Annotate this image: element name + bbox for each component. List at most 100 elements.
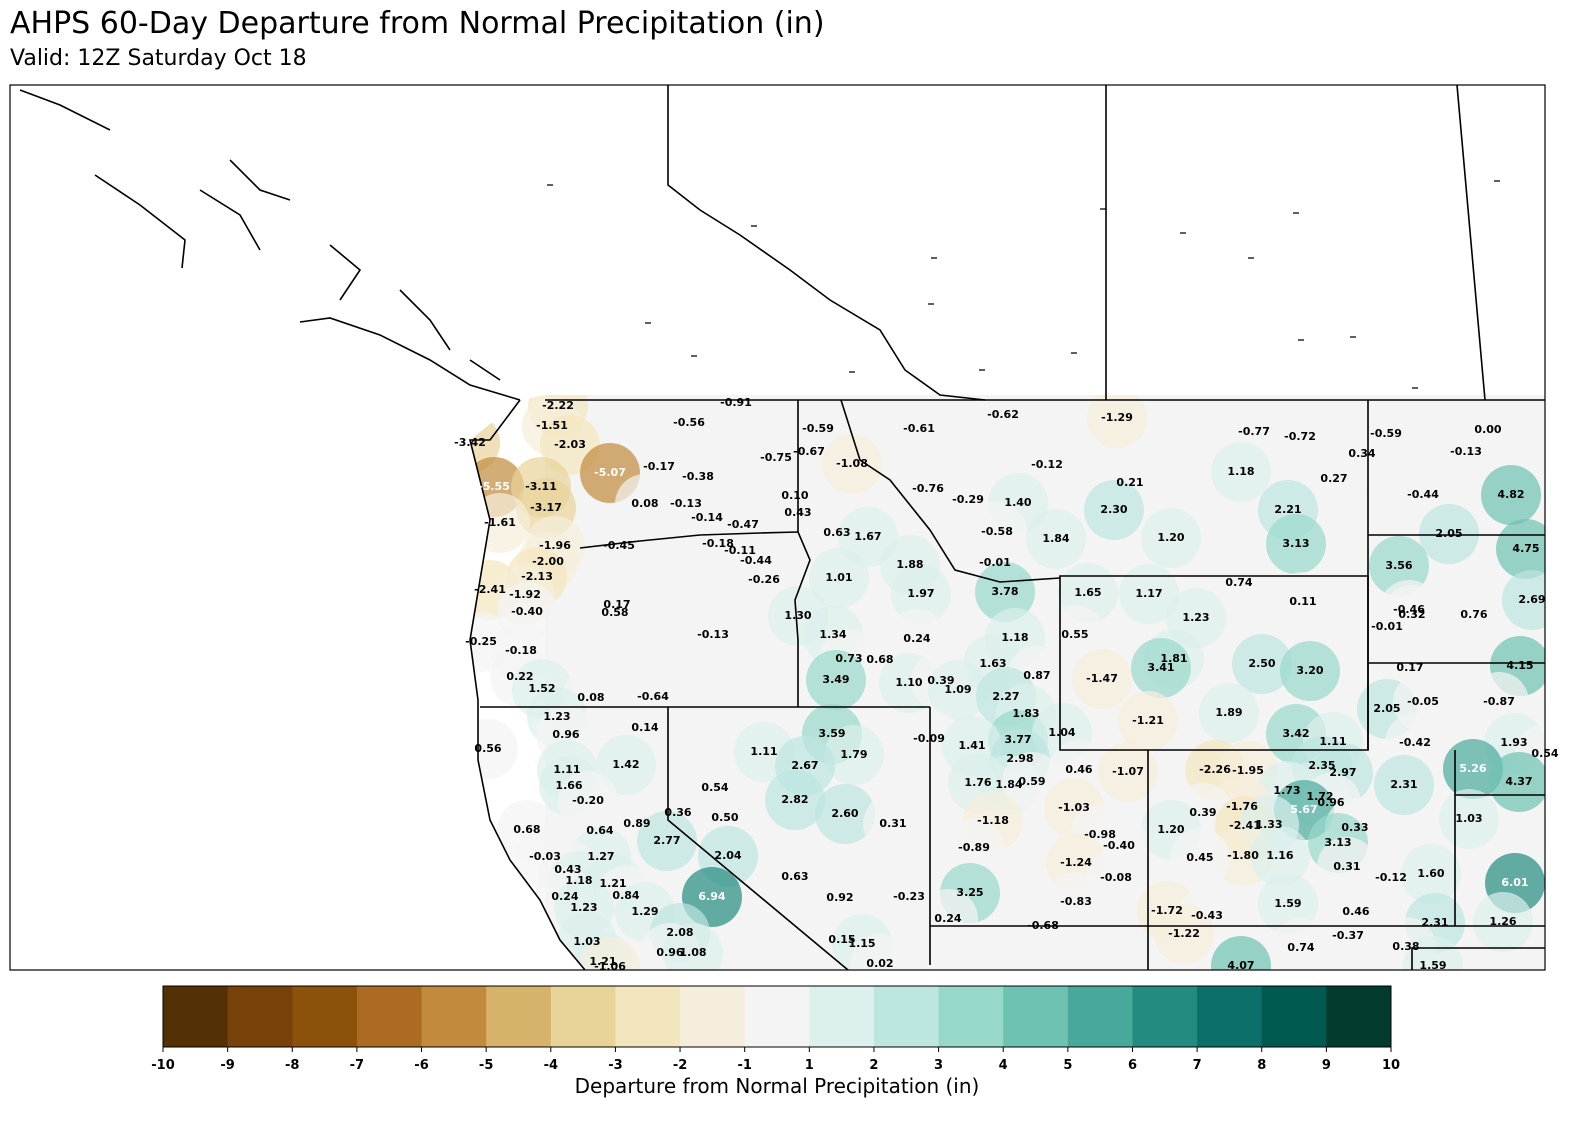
station-value: -0.05 [1407, 695, 1439, 708]
colorbar-tick-label: -2 [673, 1058, 687, 1073]
precip-shade [1266, 514, 1326, 574]
station-value: 1.67 [854, 530, 881, 543]
station-value: 3.25 [956, 886, 983, 899]
station-value: 0.22 [506, 670, 533, 683]
station-value: -1.18 [977, 814, 1009, 827]
station-value: -0.89 [958, 841, 990, 854]
station-value: 0.50 [711, 811, 738, 824]
precip-shade [891, 564, 951, 624]
station-value: -1.96 [539, 539, 571, 552]
station-value: -3.11 [525, 480, 557, 493]
station-value: -0.47 [727, 518, 759, 531]
precip-shade [1098, 742, 1158, 802]
station-value: 0.10 [781, 489, 808, 502]
station-value: -1.21 [1132, 714, 1164, 727]
station-value: 1.76 [964, 776, 991, 789]
station-value: 2.82 [781, 793, 808, 806]
station-value: 0.08 [631, 497, 658, 510]
station-value: 0.76 [1460, 608, 1487, 621]
station-value: 1.23 [543, 710, 570, 723]
border-line [840, 399, 1061, 583]
station-value: 1.17 [1135, 587, 1162, 600]
station-value: 1.03 [1455, 812, 1482, 825]
colorbar-tick-label: -7 [350, 1058, 364, 1073]
station-value: 0.56 [474, 742, 501, 755]
precip-shade [596, 735, 656, 795]
station-value: 0.63 [823, 526, 850, 539]
precip-shade [1232, 634, 1292, 694]
station-value: -0.42 [1399, 736, 1431, 749]
station-value: -0.72 [1284, 430, 1316, 443]
colorbar-bin [809, 986, 875, 1047]
precip-shade [1444, 585, 1504, 645]
station-value: -0.11 [724, 544, 756, 557]
precip-shade [975, 562, 1035, 622]
colorbar-bin [1261, 986, 1327, 1047]
station-value: 2.31 [1421, 916, 1448, 929]
precip-shade [806, 650, 866, 710]
station-value: -1.08 [836, 457, 868, 470]
precip-shade [706, 395, 766, 433]
station-value: -0.20 [572, 794, 604, 807]
station-value: 1.03 [573, 935, 600, 948]
station-value: 1.72 [1306, 790, 1333, 803]
station-value: 1.21 [599, 877, 626, 890]
station-value: 3.42 [1282, 727, 1309, 740]
station-value: 1.59 [1419, 959, 1446, 972]
station-dashes [547, 180, 1500, 389]
border-line [1411, 750, 1545, 970]
station-value: -0.44 [1407, 488, 1439, 501]
station-value: 0.46 [1065, 763, 1092, 776]
station-value: 2.04 [714, 849, 741, 862]
station-value: 1.23 [1182, 611, 1209, 624]
colorbar-bin [356, 986, 423, 1047]
precip-shade [585, 583, 645, 643]
colorbar-tick-label: -6 [414, 1058, 428, 1073]
colorbar-tick-label: -1 [737, 1058, 751, 1073]
station-value: -2.41 [474, 583, 506, 596]
station-value: -0.46 [1393, 603, 1425, 616]
station-value: -0.38 [682, 470, 714, 483]
colorbar-outline [162, 985, 1392, 1048]
station-value: 1.63 [979, 657, 1006, 670]
station-value: -1.61 [484, 516, 516, 529]
station-value: 1.88 [896, 558, 923, 571]
station-value: 2.27 [992, 690, 1019, 703]
station-value: 0.59 [1018, 775, 1045, 788]
station-value: 0.31 [879, 817, 906, 830]
station-value: 0.39 [927, 674, 954, 687]
station-value: 6.01 [1501, 876, 1528, 889]
station-value: 0.17 [603, 598, 630, 611]
station-value: 0.36 [664, 806, 691, 819]
station-value: -0.14 [691, 511, 723, 524]
station-value: 0.08 [577, 691, 604, 704]
station-value: -0.56 [673, 416, 705, 429]
precip-shade [765, 770, 825, 830]
station-value: -2.26 [1199, 763, 1231, 776]
colorbar-tick-label: 5 [1063, 1058, 1072, 1073]
colorbar-bin [1003, 986, 1069, 1047]
station-labels: -2.22 -0.91 -0.56 -0.59 -0.61 -0.62 -1.29 -0.77… [454, 396, 1559, 973]
station-value: 0.39 [1189, 806, 1216, 819]
station-value: -3.42 [454, 436, 486, 449]
colorbar-tick-label: 10 [1382, 1058, 1400, 1073]
station-value: 2.05 [1435, 527, 1462, 540]
station-value: 3.77 [1004, 733, 1031, 746]
station-value: -2.13 [521, 570, 553, 583]
border-line [579, 531, 799, 549]
station-value: 2.60 [831, 807, 858, 820]
station-value: 0.63 [781, 870, 808, 883]
station-value: 0.58 [601, 606, 628, 619]
precip-shade [1211, 442, 1271, 502]
station-value: 2.97 [1329, 766, 1356, 779]
colorbar-bin [163, 986, 229, 1047]
station-value: -0.01 [979, 556, 1011, 569]
colorbar-bin [1067, 986, 1133, 1047]
precip-shade [637, 811, 697, 871]
station-value: 1.15 [848, 937, 875, 950]
station-value: -0.91 [720, 396, 752, 409]
station-value: 1.93 [1500, 736, 1527, 749]
colorbar-tick-label: 4 [999, 1058, 1008, 1073]
precip-shade [1131, 638, 1191, 698]
